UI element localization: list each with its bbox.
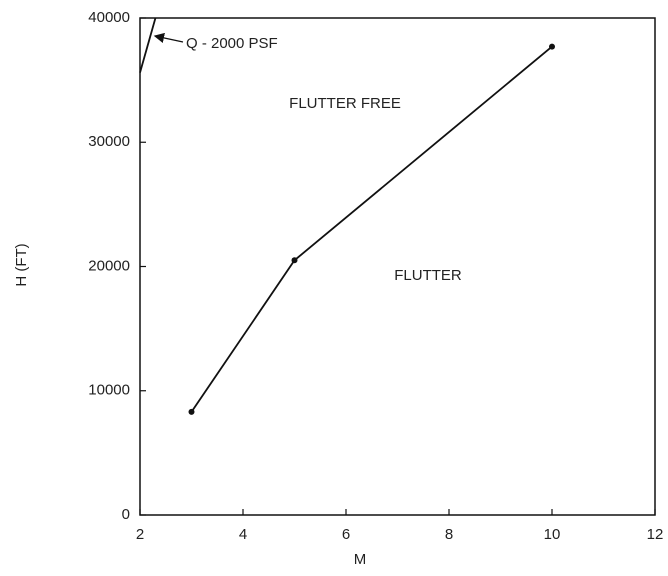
y-axis-title: H (FT) [13,243,30,286]
data-point [549,43,555,50]
x-tick-label: 8 [445,526,453,543]
y-tick-label: 40000 [88,9,130,26]
x-tick-label: 10 [544,526,561,543]
y-tick-label: 0 [122,506,130,523]
annotation: FLUTTER [394,267,462,284]
x-tick-label: 2 [136,526,144,543]
data-point [188,408,195,415]
y-tick-label: 30000 [88,133,130,150]
x-tick-label: 4 [239,526,247,543]
x-tick-label: 12 [647,526,664,543]
annotation: FLUTTER FREE [289,95,401,112]
data-point [291,257,298,264]
x-tick-label: 6 [342,526,350,543]
annotation: Q - 2000 PSF [186,35,278,52]
series-line [139,17,157,73]
x-axis-title: M [354,551,367,568]
annotation-arrow [153,32,184,43]
y-tick-label: 20000 [88,257,130,274]
y-tick-label: 10000 [88,382,130,399]
